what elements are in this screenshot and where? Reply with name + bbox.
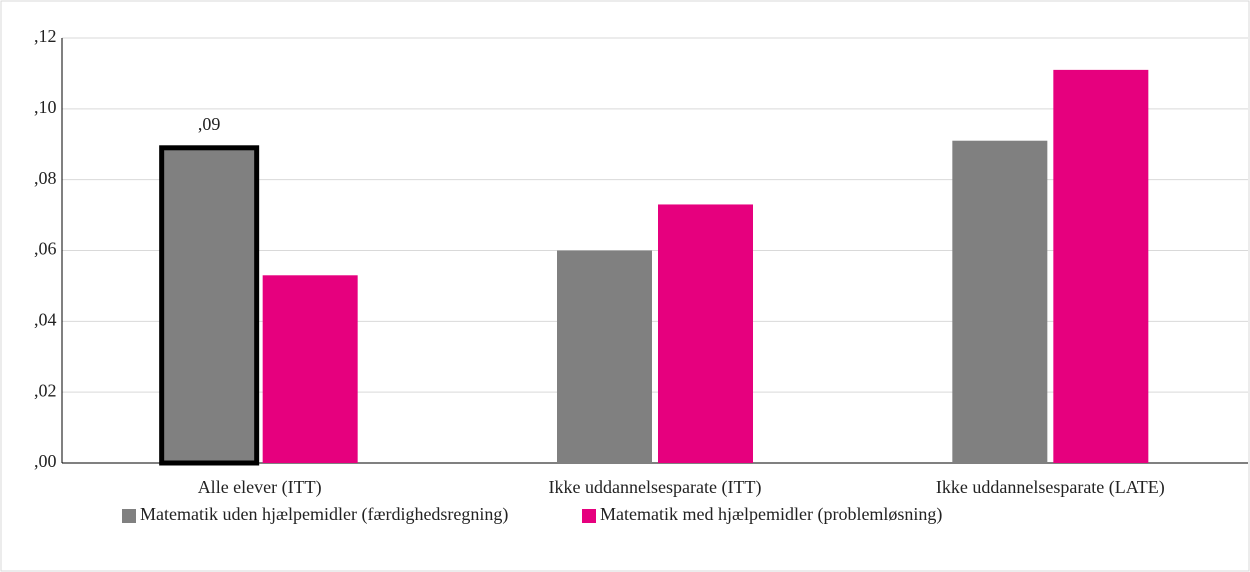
legend-label: Matematik med hjælpemidler (problemløsni… — [600, 504, 942, 525]
data-label: ,09 — [198, 114, 221, 134]
bar — [557, 250, 652, 463]
y-tick-label: ,10 — [34, 97, 57, 117]
x-tick-label: Ikke uddannelsesparate (LATE) — [936, 477, 1165, 498]
bar — [1053, 69, 1149, 463]
bar — [658, 204, 753, 464]
y-tick-label: ,06 — [34, 239, 57, 259]
y-tick-label: ,12 — [34, 26, 57, 46]
x-tick-label: Alle elever (ITT) — [198, 477, 322, 498]
y-tick-label: ,02 — [34, 380, 57, 400]
y-tick-label: ,00 — [34, 451, 57, 471]
bar — [952, 140, 1048, 464]
y-tick-label: ,04 — [34, 309, 57, 329]
y-tick-label: ,08 — [34, 168, 57, 188]
legend-swatch — [582, 509, 596, 523]
x-tick-label: Ikke uddannelsesparate (ITT) — [549, 477, 762, 498]
legend-label: Matematik uden hjælpemidler (færdighedsr… — [140, 504, 508, 525]
legend-swatch — [122, 509, 136, 523]
bar — [159, 145, 260, 466]
bar — [262, 275, 358, 463]
